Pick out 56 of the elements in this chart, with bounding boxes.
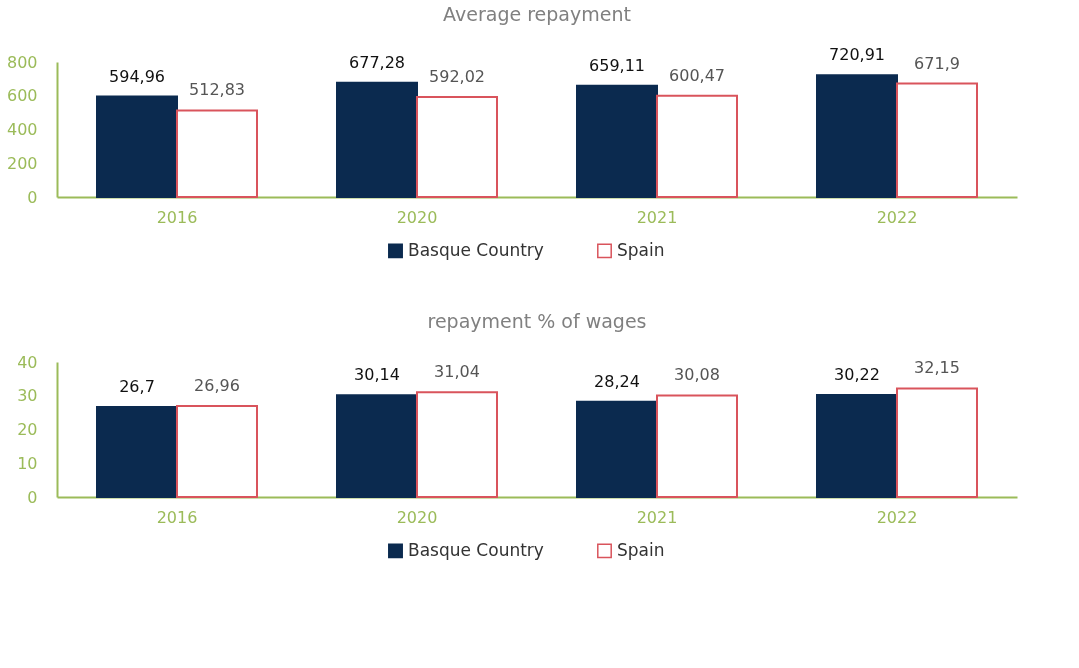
- y-tick-label: 200: [6, 153, 38, 173]
- data-label: 600,47: [669, 65, 725, 85]
- y-tick-label: 20: [17, 420, 38, 439]
- chart-title: Average repayment: [443, 3, 631, 26]
- y-tick-label: 0: [27, 487, 38, 507]
- x-tick-label: 2020: [396, 507, 438, 527]
- data-label: 30,22: [834, 365, 880, 385]
- data-label: 30,14: [354, 365, 400, 385]
- y-tick-label: 600: [6, 86, 38, 106]
- data-label: 26,96: [194, 376, 240, 396]
- y-tick-label: 0: [27, 187, 38, 207]
- data-label: 592,02: [429, 67, 485, 87]
- x-tick-label: 2020: [396, 207, 438, 227]
- data-label: 677,28: [349, 52, 405, 72]
- bar: [576, 400, 658, 498]
- legend-label: Basque Country: [408, 539, 544, 560]
- legend-label: Spain: [617, 239, 665, 260]
- x-tick-label: 2022: [876, 507, 918, 527]
- bar: [336, 81, 418, 198]
- legend-label: Spain: [617, 539, 665, 560]
- bar: [816, 394, 898, 498]
- y-tick-label: 400: [6, 120, 38, 139]
- bar: [896, 82, 978, 198]
- y-tick-label: 30: [17, 386, 38, 406]
- bar: [896, 387, 978, 498]
- data-label: 26,7: [119, 376, 155, 396]
- x-tick-label: 2021: [636, 207, 678, 227]
- bar: [176, 405, 258, 498]
- bar: [416, 96, 498, 198]
- data-label: 659,11: [589, 55, 645, 75]
- bar: [336, 394, 418, 498]
- y-tick-label: 10: [17, 453, 38, 473]
- y-tick-label: 40: [17, 352, 38, 372]
- chart-title: repayment % of wages: [427, 310, 647, 332]
- data-label: 30,08: [674, 365, 720, 385]
- data-label: 28,24: [594, 371, 640, 391]
- bar: [96, 95, 178, 198]
- data-label: 31,04: [434, 362, 480, 382]
- bar: [176, 109, 258, 198]
- bar: [656, 394, 738, 498]
- bar: [416, 391, 498, 498]
- x-tick-label: 2022: [876, 207, 918, 227]
- x-tick-label: 2016: [156, 207, 198, 227]
- legend-label: Basque Country: [408, 239, 544, 260]
- bar: [656, 94, 738, 198]
- bar: [816, 74, 898, 198]
- y-tick-label: 800: [6, 52, 38, 72]
- data-label: 512,83: [189, 80, 245, 100]
- data-label: 594,96: [109, 66, 165, 86]
- bar: [576, 84, 658, 198]
- data-label: 32,15: [914, 358, 960, 378]
- x-tick-label: 2016: [156, 507, 198, 527]
- x-tick-label: 2021: [636, 507, 678, 527]
- data-label: 720,91: [829, 45, 885, 65]
- data-label: 671,9: [914, 53, 960, 73]
- bar: [96, 405, 178, 498]
